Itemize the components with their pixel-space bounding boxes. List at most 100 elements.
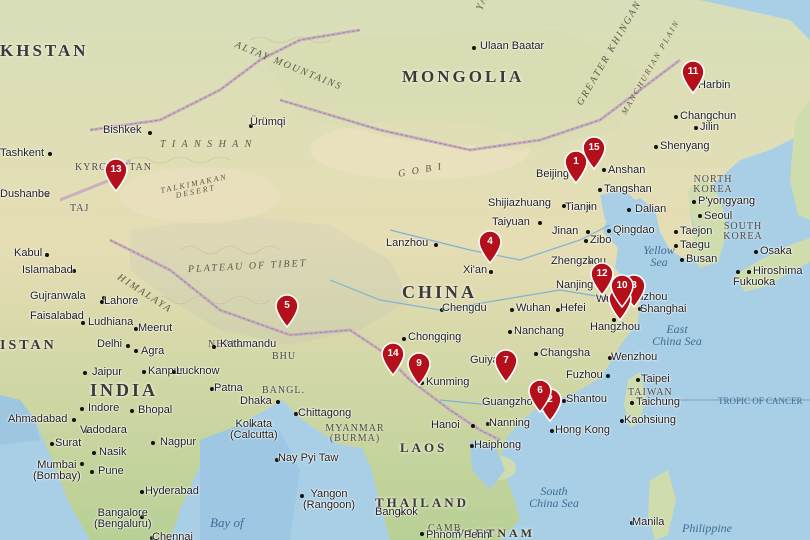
map-marker-1[interactable]: 1 (563, 150, 589, 185)
city-dot (50, 442, 54, 446)
city-dot (142, 370, 146, 374)
city-dot (620, 419, 624, 423)
map-marker-10[interactable]: 10 (609, 274, 635, 309)
city-label-nagpur: Nagpur (160, 436, 197, 448)
city-dot (48, 152, 52, 156)
city-label-qingdao: Qingdao (613, 224, 655, 236)
city-dot (587, 205, 591, 209)
city-dot (420, 532, 424, 536)
city-label-guangzhou: Guangzhou (482, 396, 539, 408)
city-label-seoul: Seoul (704, 210, 733, 222)
city-dot (694, 126, 698, 130)
city-label-taegu: Taegu (680, 239, 710, 251)
city-label-agra: Agra (141, 345, 165, 357)
city-label-lahore: Lahore (104, 295, 139, 307)
city-label-changsha: Changsha (540, 347, 591, 359)
city-dot (402, 337, 406, 341)
city-dot (126, 344, 130, 348)
city-label-suzhou: Suzhou (630, 291, 668, 303)
country-label-vietnam: VIETNAM (456, 526, 536, 540)
city-label-delhi: Delhi (97, 338, 123, 350)
city-label-hangzhou: Hangzhou (590, 321, 641, 333)
map-marker-number: 14 (387, 348, 399, 359)
city-label-zhengzhou: Zhengzhou (551, 255, 607, 267)
city-dot (508, 330, 512, 334)
city-dot (440, 308, 444, 312)
city-dot (172, 370, 176, 374)
city-dot (674, 230, 678, 234)
city-label-kathmandu: Kathmandu (220, 338, 277, 350)
country-label-nepal: NEPAL (208, 339, 245, 350)
map-marker-number: 10 (616, 280, 628, 291)
map-marker-4[interactable]: 4 (477, 230, 503, 265)
city-dot (607, 229, 611, 233)
city-label-patna: Patna (214, 382, 243, 394)
city-label-wenzhou: Wenzhou (611, 351, 658, 363)
city-dot (300, 494, 304, 498)
city-label-nanjing: Nanjing (556, 279, 594, 291)
sea-label-south-china: South China Sea (529, 484, 579, 510)
city-label-changchun: Changchun (680, 110, 737, 122)
city-dot (556, 308, 560, 312)
city-label-kabul: Kabul (14, 247, 43, 259)
city-dot (275, 458, 279, 462)
city-label-ludhiana: Ludhiana (88, 316, 134, 328)
city-label-lanzhou: Lanzhou (386, 237, 429, 249)
map-marker-number: 4 (487, 236, 493, 247)
map-marker-number: 3 (631, 280, 637, 291)
map-marker-6[interactable]: 6 (527, 379, 553, 414)
city-label-taipei: Taipei (641, 373, 670, 385)
country-label-south-korea: SOUTH KOREA (723, 221, 763, 242)
map-marker-14[interactable]: 14 (380, 342, 406, 377)
map-marker-number: 13 (110, 164, 122, 175)
city-dot (608, 356, 612, 360)
city-label-harbin: Harbin (698, 79, 731, 91)
city-label-tianjin: Tianjin (565, 201, 597, 213)
city-dot (250, 423, 254, 427)
map-marker-11[interactable]: 11 (680, 60, 706, 95)
map-marker-number: 5 (284, 300, 290, 311)
city-dot (80, 407, 84, 411)
city-dot (45, 193, 49, 197)
city-dot (249, 124, 253, 128)
city-label-hiroshima: Hiroshima (753, 265, 803, 277)
country-label-taiwan: TAIWAN (628, 387, 673, 398)
city-label-nasik: Nasik (99, 446, 127, 458)
map-marker-number: 15 (588, 142, 600, 153)
map-marker-5[interactable]: 5 (274, 294, 300, 329)
map-marker-number: 11 (687, 66, 699, 77)
map-marker-7[interactable]: 7 (493, 349, 519, 384)
map-marker-15[interactable]: 15 (581, 136, 607, 171)
city-dot (550, 429, 554, 433)
city-label-gujranwala: Gujranwala (30, 290, 86, 302)
city-dot (294, 412, 298, 416)
tropic-label: TROPIC OF CANCER (718, 396, 803, 406)
city-dot (510, 308, 514, 312)
city-dot (674, 244, 678, 248)
city-dot (638, 307, 642, 311)
country-label-north-korea: NORTH KOREA (693, 174, 733, 195)
city-dot (747, 270, 751, 274)
city-label-chennai: Chennai (152, 531, 193, 540)
city-label-vadodara: Vadodara (80, 424, 127, 436)
map-marker-13[interactable]: 13 (103, 158, 129, 193)
map-pin-icon (478, 230, 502, 265)
city-dot (276, 400, 280, 404)
city-dot (151, 441, 155, 445)
map-marker-number: 9 (416, 358, 422, 369)
city-label-kanpur: Kanpur (148, 365, 184, 377)
map-marker-12[interactable]: 12 (589, 262, 615, 297)
city-dot (130, 409, 134, 413)
city-label-shenyang: Shenyang (660, 140, 710, 152)
city-label-surat: Surat (55, 437, 82, 449)
map-marker-9[interactable]: 9 (406, 352, 432, 387)
city-label-shanghai: Shanghai (640, 303, 687, 315)
city-label-taichung: Taichung (636, 396, 681, 408)
city-label-beijing: Beijing (536, 168, 570, 180)
city-label-taiyuan: Taiyuan (492, 216, 530, 228)
country-label-bangladesh: BANGL. (262, 385, 305, 396)
city-dot (562, 399, 566, 403)
city-label-islamabad: Islamabad (22, 264, 73, 276)
city-label-bishkek: Bishkek (103, 124, 142, 136)
